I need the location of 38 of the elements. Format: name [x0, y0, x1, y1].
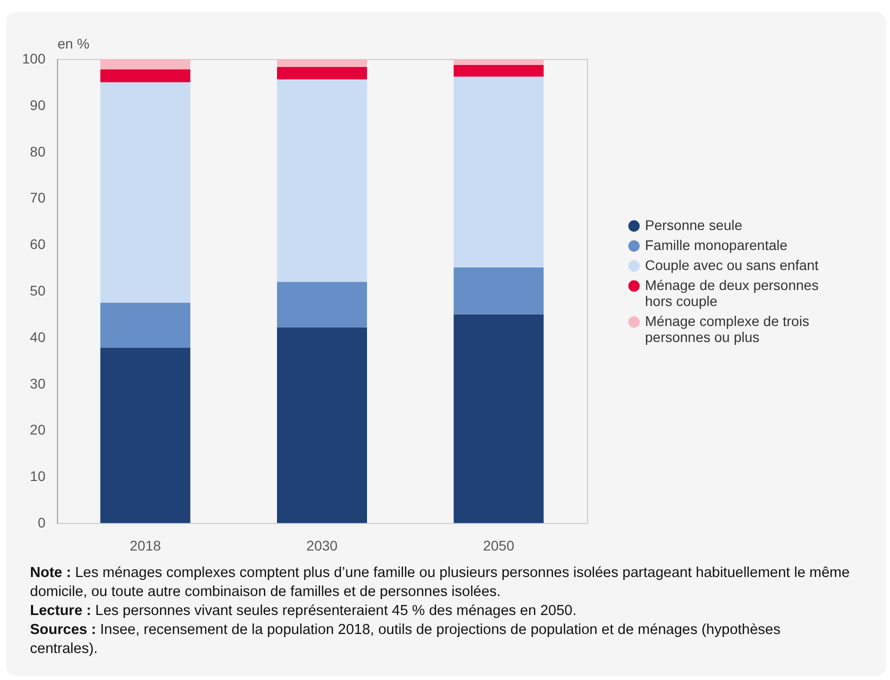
y-tick-label: 30 — [30, 375, 46, 392]
legend-label: Famille monoparentale — [645, 237, 788, 253]
text: Note : Les ménages complexes comptent plus d’une famille ou plusieurs personnes isolées partageant habituellement le même domicile, ou toute autre combinaison de familles et de personnes isolées. — [30, 564, 850, 602]
bar — [454, 76, 544, 268]
bar — [277, 282, 367, 328]
y-tick-label: 80 — [30, 143, 46, 160]
bar — [100, 348, 190, 523]
source-note: Sources : Insee, recensement de la population 2018, outils de projections de population et de ménages (hypothèses centrales). — [30, 621, 782, 659]
bar — [277, 59, 367, 67]
legend-label: Ménage complexe de trois personnes ou plus — [645, 313, 810, 345]
y-tick-label: 10 — [30, 468, 46, 484]
y-tick-label: 40 — [30, 328, 46, 345]
y-tick-label: 60 — [30, 236, 46, 252]
bar — [100, 59, 190, 70]
x-tick-label: 2030 — [306, 538, 338, 554]
legend-label: Couple avec ou sans enfant — [645, 257, 819, 273]
x-tick-label: 2050 — [483, 538, 514, 554]
y-tick-label: 50 — [30, 282, 46, 298]
y-tick-label: 70 — [30, 190, 46, 206]
y-tick-label: 100 — [22, 50, 46, 66]
bar — [454, 314, 544, 523]
legend-label: Ménage de deux personnes hors couple — [645, 277, 819, 309]
y-tick-label: 0 — [38, 514, 46, 530]
bar — [454, 267, 544, 314]
bar — [277, 79, 367, 282]
bar — [454, 65, 544, 77]
y-tick-label: 90 — [30, 96, 46, 113]
y-axis-title: en % — [58, 36, 90, 52]
bar — [100, 69, 190, 82]
text: Lecture : Les personnes vivant seules représenteraient 45 % des ménages en 2050. — [30, 602, 578, 621]
bar — [100, 302, 190, 348]
bar — [277, 327, 367, 523]
legend-label: Personne seule — [645, 217, 743, 233]
x-tick-label: 2018 — [130, 538, 162, 554]
bar — [454, 59, 544, 66]
y-tick-label: 20 — [30, 422, 46, 438]
bar — [100, 82, 190, 303]
bar — [277, 66, 367, 80]
